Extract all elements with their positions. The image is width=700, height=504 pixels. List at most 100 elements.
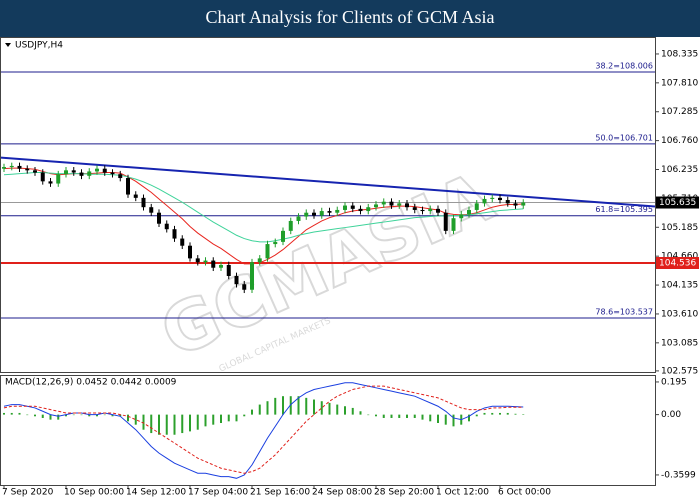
macd-histogram-bar xyxy=(406,414,408,418)
macd-histogram-bar xyxy=(382,414,385,418)
x-tick-label: 7 Sep 2020 xyxy=(2,488,54,498)
candle-body xyxy=(257,258,262,263)
x-tick-label: 24 Sep 08:00 xyxy=(312,488,372,498)
candle-body xyxy=(133,194,138,198)
y-tick-label: 102.575 xyxy=(661,366,698,376)
candle-body xyxy=(265,244,270,259)
x-tick-label: 1 Oct 12:00 xyxy=(436,488,489,498)
candle-body xyxy=(381,201,386,205)
y-tick-label: 106.760 xyxy=(661,136,698,146)
candle-body xyxy=(102,168,107,173)
title-bar xyxy=(0,0,700,37)
y-tick-label: 105.185 xyxy=(661,223,698,233)
fib-label: 50.0=106.701 xyxy=(595,133,653,142)
candle-body xyxy=(273,241,278,245)
candle-body xyxy=(389,201,394,206)
macd-histogram-bar xyxy=(189,414,191,432)
candle-body xyxy=(459,214,464,219)
macd-histogram-bar xyxy=(351,407,354,415)
macd-histogram-bar xyxy=(444,414,447,425)
x-tick-label: 10 Sep 00:00 xyxy=(64,488,124,498)
macd-histogram-bar xyxy=(65,414,67,417)
candle-body xyxy=(319,211,324,216)
fib-label: 38.2=108.006 xyxy=(595,62,653,71)
macd-histogram-bar xyxy=(57,414,60,420)
macd-histogram-bar xyxy=(266,401,269,415)
macd-histogram-bar xyxy=(165,414,168,435)
candle-body xyxy=(149,207,154,213)
candle-body xyxy=(157,212,161,224)
candle-body xyxy=(250,262,254,290)
macd-signal-line xyxy=(3,385,524,474)
macd-histogram-bar xyxy=(80,414,83,416)
macd-histogram-bar xyxy=(10,412,13,415)
candle-body xyxy=(451,218,456,231)
macd-histogram-bar xyxy=(173,414,176,435)
y-tick-label: 104.660 xyxy=(661,252,698,262)
candle-body xyxy=(211,260,216,268)
macd-histogram-bar xyxy=(483,412,486,415)
y-tick-label: 106.235 xyxy=(661,165,698,175)
candle-body xyxy=(350,205,355,209)
macd-tick-label: 0.195 xyxy=(661,377,687,387)
macd-histogram-bar xyxy=(468,414,470,422)
candle-body xyxy=(405,203,409,208)
macd-histogram-bar xyxy=(305,397,308,415)
candle-body xyxy=(180,238,185,246)
candle-body xyxy=(110,172,115,175)
macd-histogram-bar xyxy=(158,414,160,435)
candle-body xyxy=(242,284,247,290)
candle-body xyxy=(443,212,448,231)
macd-histogram-bar xyxy=(522,414,525,415)
candle-body xyxy=(335,209,340,213)
macd-histogram-bar xyxy=(452,414,455,427)
candle-body xyxy=(79,172,84,176)
macd-histogram-bar xyxy=(220,414,222,424)
candle-body xyxy=(25,168,30,171)
macd-histogram-bar xyxy=(111,414,114,417)
candle-body xyxy=(9,165,14,168)
candle-body xyxy=(482,198,487,204)
macd-histogram-bar xyxy=(3,412,5,415)
candle-body xyxy=(474,203,479,210)
x-tick-label: 6 Oct 00:00 xyxy=(498,488,551,498)
candle-body xyxy=(2,167,6,169)
macd-histogram-bar xyxy=(297,396,300,415)
y-tick-label: 108.335 xyxy=(661,49,698,59)
candle-body xyxy=(17,165,22,169)
macd-histogram-bar xyxy=(251,409,253,415)
x-tick-label: 21 Sep 16:00 xyxy=(250,488,310,498)
macd-histogram-bar xyxy=(475,414,478,417)
main-panel xyxy=(0,37,656,373)
candle-body xyxy=(521,202,526,206)
candle-body xyxy=(172,229,177,239)
macd-histogram-bar xyxy=(499,412,501,415)
macd-histogram-bar xyxy=(196,414,199,430)
macd-histogram-bar xyxy=(398,414,401,418)
macd-histogram-bar xyxy=(49,414,52,420)
candle-body xyxy=(48,181,53,184)
macd-histogram-bar xyxy=(127,414,129,422)
candle-body xyxy=(374,204,378,208)
macd-histogram-bar xyxy=(119,414,122,417)
candle-body xyxy=(420,209,425,212)
macd-histogram-bar xyxy=(103,414,106,416)
candle-body xyxy=(490,197,495,199)
macd-histogram-bar xyxy=(243,414,246,417)
macd-histogram-bar xyxy=(313,399,315,415)
candle-body xyxy=(296,216,301,221)
macd-tick-label: -0.3599 xyxy=(661,470,696,480)
candle-body xyxy=(40,172,45,182)
macd-label: MACD(12,26,9) 0.0452 0.0442 0.0009 xyxy=(5,378,177,388)
candle-body xyxy=(358,208,363,212)
candle-body xyxy=(397,203,402,206)
y-tick-label: 104.135 xyxy=(661,281,698,291)
macd-histogram-bar xyxy=(344,406,346,415)
trendline xyxy=(0,156,656,208)
fib-label: 78.6=103.537 xyxy=(595,307,653,316)
watermark: GCMASIA xyxy=(150,158,505,374)
macd-histogram-bar xyxy=(274,397,277,415)
candle-body xyxy=(366,207,371,212)
macd-histogram-bar xyxy=(413,414,416,418)
candle-body xyxy=(33,170,37,173)
